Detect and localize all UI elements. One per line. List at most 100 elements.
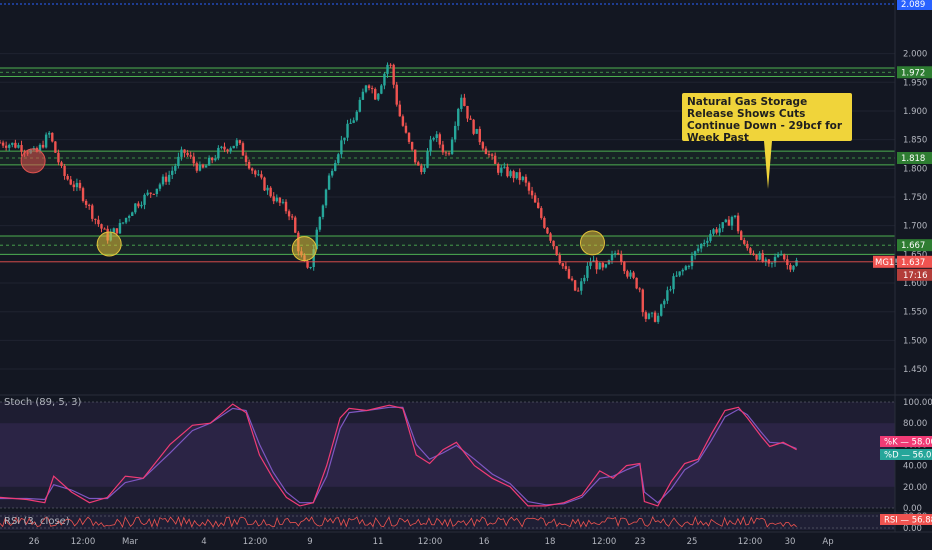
candle-body <box>564 266 568 270</box>
candle-body <box>398 104 402 117</box>
candle-body <box>238 140 242 144</box>
candle-body <box>444 152 448 154</box>
support-zone-low <box>0 236 895 255</box>
candle-body <box>164 176 168 182</box>
candle-body <box>321 205 325 217</box>
rsi-pane[interactable] <box>0 514 895 530</box>
candle-body <box>214 158 217 161</box>
marker-circle-4[interactable] <box>579 230 605 256</box>
stoch-d-tag <box>880 449 932 460</box>
price-tick-label: 1.900 <box>903 107 927 117</box>
candle-body <box>155 188 159 195</box>
candle-body <box>795 260 798 266</box>
candle-body <box>466 105 469 119</box>
candle-body <box>500 167 503 173</box>
candle-body <box>721 222 724 229</box>
candle-body <box>656 315 660 322</box>
candle-body <box>17 145 20 148</box>
candle-body <box>484 148 488 155</box>
candle-body <box>764 259 767 262</box>
candle-body <box>518 172 521 181</box>
marker-circle-3[interactable] <box>291 236 317 262</box>
rsi-line <box>0 515 797 528</box>
price-tick-label: 1.650 <box>903 250 927 260</box>
price-tick-label: 2.000 <box>903 50 927 60</box>
candle-body <box>174 165 177 171</box>
candle-body <box>776 254 780 257</box>
candle-body <box>152 193 155 195</box>
candle-body <box>549 233 552 241</box>
candle-body <box>63 165 66 176</box>
candle-body <box>161 176 165 185</box>
candle-body <box>140 204 143 207</box>
stoch-tick-label: 80.00 <box>903 419 927 429</box>
stoch-tick-label: 0.00 <box>903 504 922 514</box>
time-tick-label: 12:00 <box>418 537 443 547</box>
stoch-pane[interactable] <box>0 401 895 509</box>
candle-body <box>641 289 644 313</box>
price-tick-label: 1.550 <box>903 308 927 318</box>
candle-body <box>629 272 632 277</box>
candle-body <box>1 142 5 146</box>
candle-body <box>789 265 792 270</box>
candle-body <box>506 166 509 177</box>
candle-body <box>337 154 340 163</box>
candle-body <box>244 155 248 162</box>
candle-body <box>678 271 681 276</box>
candle-body <box>438 134 441 145</box>
candle-body <box>257 174 260 176</box>
candle-body <box>690 255 694 267</box>
candle-body <box>576 290 580 292</box>
candle-body <box>281 201 285 203</box>
candle-body <box>706 240 709 243</box>
candle-body <box>413 149 417 163</box>
candle-body <box>44 134 48 148</box>
candle-body <box>127 215 131 218</box>
candle-body <box>616 253 620 255</box>
candle-body <box>552 240 555 247</box>
news-callout-pointer <box>764 141 772 189</box>
time-tick-label: 25 <box>687 537 698 547</box>
stoch-background <box>0 402 895 508</box>
candle-body <box>620 254 623 262</box>
candle-body <box>589 261 592 266</box>
candle-body <box>558 255 561 264</box>
marker-circle-2[interactable] <box>96 231 122 257</box>
candle-body <box>192 156 195 164</box>
candle-body <box>687 266 691 268</box>
candle-body <box>186 152 189 156</box>
candle-body <box>158 184 162 189</box>
candle-body <box>561 263 565 267</box>
candle-body <box>177 156 180 166</box>
candle-body <box>503 166 506 168</box>
candle-body <box>204 165 208 168</box>
candle-body <box>84 200 88 205</box>
candle-body <box>610 254 614 261</box>
candle-body <box>334 162 337 171</box>
top-level-tag-text: 2.089 <box>901 0 925 10</box>
candle-body <box>81 188 85 201</box>
candle-body <box>121 222 125 224</box>
price-pane[interactable] <box>0 3 895 370</box>
candle-body <box>287 211 291 217</box>
candle-body <box>696 248 700 252</box>
rsi-tag-text: RSI — 56.88 <box>884 516 932 526</box>
symbol-tag <box>873 255 895 268</box>
candle-body <box>380 85 383 94</box>
last-price-tag <box>897 255 932 268</box>
price-tick-label: 1.750 <box>903 193 927 203</box>
candle-body <box>472 119 475 134</box>
candle-body <box>598 262 601 270</box>
candle-body <box>650 312 654 314</box>
candle-body <box>284 201 288 212</box>
candle-body <box>361 91 365 100</box>
candle-body <box>623 261 626 272</box>
candle-body <box>401 116 405 126</box>
candle-body <box>263 177 266 191</box>
candle-body <box>749 248 752 254</box>
marker-circle-1[interactable] <box>20 148 46 174</box>
news-callout[interactable]: Natural Gas Storage Release Shows Cuts C… <box>682 93 852 144</box>
candle-body <box>75 182 79 188</box>
candle-body <box>171 170 174 175</box>
